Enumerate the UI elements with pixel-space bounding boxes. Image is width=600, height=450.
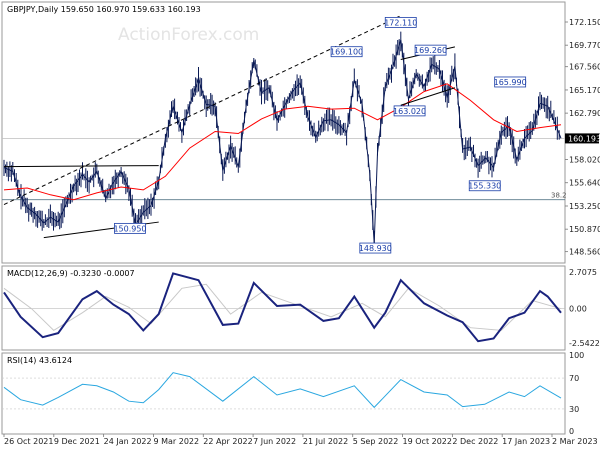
price-y-tick-8: 167.560 bbox=[569, 63, 600, 72]
macd-y-tick-0: 2.7075 bbox=[569, 268, 597, 277]
price-annotation-2: 169.260 bbox=[414, 46, 447, 55]
x-tick-10: 17 Jan 2023 bbox=[502, 437, 550, 446]
price-annotation-box-1 bbox=[330, 46, 363, 58]
price-y-tick-2: 153.250 bbox=[569, 202, 600, 211]
price-annotation-4: 165.990 bbox=[494, 78, 527, 87]
fib-level-label: 38.2 bbox=[551, 192, 567, 200]
x-tick-7: 5 Sep 2022 bbox=[353, 437, 399, 446]
x-tick-2: 24 Jan 2022 bbox=[104, 437, 152, 446]
price-y-tick-1: 150.870 bbox=[569, 225, 600, 234]
macd-y-tick-2: -2.5422 bbox=[569, 339, 600, 348]
x-tick-6: 21 Jul 2022 bbox=[303, 437, 348, 446]
x-tick-3: 9 Mar 2022 bbox=[153, 437, 199, 446]
macd-panel-frame bbox=[1, 265, 566, 351]
price-annotation-0: 172.110 bbox=[384, 18, 417, 27]
rsi-line bbox=[3, 372, 562, 409]
rsi-plot bbox=[2, 372, 565, 410]
price-annotation-3: 163.020 bbox=[393, 107, 426, 116]
moving-average-line bbox=[3, 83, 562, 201]
watermark: ActionForex.com bbox=[118, 25, 259, 45]
current-price-tag: 160.193 bbox=[568, 134, 600, 143]
x-tick-1: 9 Dec 2021 bbox=[54, 437, 100, 446]
price-plot: 38.2 bbox=[2, 15, 567, 250]
price-annotation-box-5 bbox=[468, 180, 501, 192]
price-annotation-7: 148.930 bbox=[359, 244, 392, 253]
rsi-panel-frame bbox=[1, 352, 566, 435]
price-y-tick-10: 172.150 bbox=[569, 18, 600, 27]
price-annotation-1: 169.100 bbox=[330, 48, 363, 57]
macd-line bbox=[3, 272, 562, 343]
x-tick-0: 26 Oct 2021 bbox=[4, 437, 53, 446]
macd-plot bbox=[2, 272, 565, 343]
price-annotation-box-3 bbox=[393, 105, 426, 117]
price-annotation-box-7 bbox=[359, 242, 392, 254]
axes: 148.560150.870153.250155.640158.020160.4… bbox=[3, 18, 600, 446]
macd-header: MACD(12,26,9) -0.3230 -0.0007 bbox=[7, 269, 135, 278]
rsi-y-tick-1: 70 bbox=[569, 374, 579, 383]
rsi-y-tick-3: 0 bbox=[569, 427, 574, 436]
trend-line-1 bbox=[3, 165, 159, 168]
price-header: GBPJPY,Daily 159.650 160.970 159.633 160… bbox=[7, 5, 201, 14]
current-price-tag-bg bbox=[565, 133, 599, 144]
price-y-tick-3: 155.640 bbox=[569, 179, 600, 188]
rsi-y-tick-2: 30 bbox=[569, 405, 579, 414]
macd-y-tick-1: 0.00 bbox=[569, 305, 587, 314]
x-tick-5: 7 Jun 2022 bbox=[253, 437, 296, 446]
trend-line-3 bbox=[400, 87, 456, 106]
price-y-tick-0: 148.560 bbox=[569, 248, 600, 257]
price-y-tick-9: 169.770 bbox=[569, 41, 600, 50]
rsi-header: RSI(14) 43.6124 bbox=[7, 356, 72, 365]
x-tick-9: 2 Dec 2022 bbox=[452, 437, 498, 446]
price-annotation-box-0 bbox=[384, 16, 417, 28]
price-annotations: 172.110 169.100 169.260 163.020 165.990 155.3… bbox=[113, 16, 527, 254]
price-annotation-box-6 bbox=[114, 222, 146, 234]
price-annotation-box-4 bbox=[494, 76, 527, 88]
price-y-tick-4: 158.020 bbox=[569, 156, 600, 165]
price-annotation-6: 150.950 bbox=[113, 224, 146, 233]
x-tick-8: 19 Oct 2022 bbox=[403, 437, 452, 446]
price-y-tick-6: 162.790 bbox=[569, 109, 600, 118]
price-close-line bbox=[3, 39, 562, 244]
price-annotation-box-2 bbox=[414, 44, 447, 56]
rsi-y-tick-0: 100 bbox=[569, 351, 584, 360]
price-y-tick-7: 165.170 bbox=[569, 86, 600, 95]
price-annotation-5: 155.330 bbox=[468, 182, 501, 191]
x-tick-4: 22 Apr 2022 bbox=[203, 437, 252, 446]
price-panel-frame bbox=[1, 1, 566, 264]
x-tick-11: 2 Mar 2023 bbox=[552, 437, 598, 446]
